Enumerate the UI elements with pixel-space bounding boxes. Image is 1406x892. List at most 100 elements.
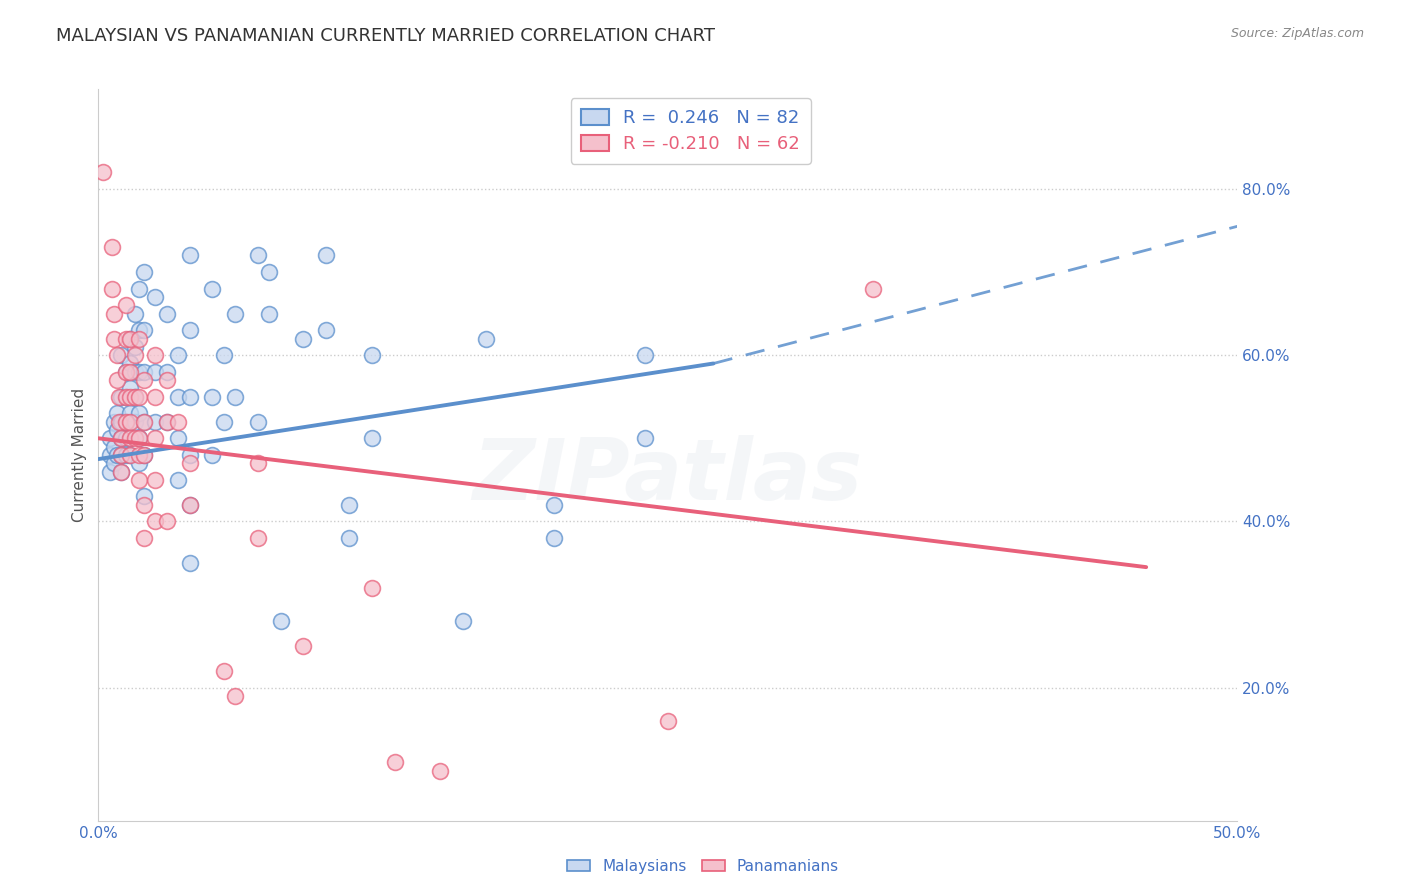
Point	[103, 415, 125, 429]
Point	[179, 390, 201, 404]
Point	[360, 431, 382, 445]
Point	[132, 498, 155, 512]
Point	[128, 390, 150, 404]
Point	[128, 323, 150, 337]
Point	[292, 639, 315, 653]
Point	[128, 282, 150, 296]
Point	[120, 365, 142, 379]
Point	[98, 465, 121, 479]
Point	[114, 431, 136, 445]
Text: MALAYSIAN VS PANAMANIAN CURRENTLY MARRIED CORRELATION CHART: MALAYSIAN VS PANAMANIAN CURRENTLY MARRIE…	[56, 27, 716, 45]
Point	[110, 431, 132, 445]
Point	[124, 390, 146, 404]
Point	[862, 282, 884, 296]
Point	[132, 373, 155, 387]
Point	[110, 348, 132, 362]
Point	[145, 390, 167, 404]
Point	[167, 390, 190, 404]
Point	[156, 307, 179, 321]
Point	[145, 431, 167, 445]
Point	[128, 431, 150, 445]
Point	[315, 323, 337, 337]
Point	[384, 756, 406, 770]
Point	[337, 531, 360, 545]
Point	[201, 448, 224, 462]
Point	[212, 664, 235, 678]
Point	[120, 406, 142, 420]
Point	[124, 340, 146, 354]
Point	[103, 307, 125, 321]
Point	[212, 348, 235, 362]
Point	[179, 498, 201, 512]
Point	[91, 165, 114, 179]
Point	[103, 456, 125, 470]
Point	[201, 390, 224, 404]
Point	[103, 332, 125, 346]
Point	[124, 431, 146, 445]
Point	[543, 531, 565, 545]
Point	[105, 406, 128, 420]
Point	[120, 415, 142, 429]
Point	[108, 415, 131, 429]
Point	[105, 448, 128, 462]
Point	[114, 332, 136, 346]
Point	[474, 332, 496, 346]
Point	[132, 531, 155, 545]
Point	[128, 406, 150, 420]
Point	[128, 473, 150, 487]
Point	[145, 365, 167, 379]
Point	[167, 431, 190, 445]
Point	[156, 415, 179, 429]
Point	[124, 390, 146, 404]
Point	[360, 581, 382, 595]
Point	[179, 556, 201, 570]
Point	[110, 465, 132, 479]
Point	[101, 282, 124, 296]
Legend: Malaysians, Panamanians: Malaysians, Panamanians	[561, 853, 845, 880]
Point	[145, 473, 167, 487]
Point	[145, 348, 167, 362]
Point	[246, 531, 269, 545]
Point	[292, 332, 315, 346]
Point	[120, 431, 142, 445]
Point	[167, 473, 190, 487]
Point	[105, 373, 128, 387]
Point	[132, 323, 155, 337]
Point	[120, 356, 142, 370]
Point	[246, 415, 269, 429]
Point	[110, 448, 132, 462]
Point	[179, 448, 201, 462]
Point	[128, 365, 150, 379]
Point	[120, 332, 142, 346]
Point	[110, 465, 132, 479]
Point	[179, 323, 201, 337]
Point	[132, 415, 155, 429]
Point	[128, 456, 150, 470]
Point	[156, 415, 179, 429]
Point	[128, 431, 150, 445]
Point	[167, 348, 190, 362]
Point	[101, 240, 124, 254]
Point	[270, 614, 292, 628]
Point	[114, 365, 136, 379]
Legend: R =  0.246   N = 82, R = -0.210   N = 62: R = 0.246 N = 82, R = -0.210 N = 62	[571, 98, 811, 163]
Point	[120, 390, 142, 404]
Point	[360, 348, 382, 362]
Point	[98, 448, 121, 462]
Point	[120, 448, 142, 462]
Point	[179, 248, 201, 262]
Point	[124, 415, 146, 429]
Point	[114, 365, 136, 379]
Point	[114, 390, 136, 404]
Point	[179, 456, 201, 470]
Point	[132, 448, 155, 462]
Point	[657, 714, 679, 728]
Point	[98, 431, 121, 445]
Point	[224, 689, 246, 703]
Point	[103, 440, 125, 454]
Text: Source: ZipAtlas.com: Source: ZipAtlas.com	[1230, 27, 1364, 40]
Point	[156, 365, 179, 379]
Point	[259, 265, 281, 279]
Point	[124, 307, 146, 321]
Point	[110, 431, 132, 445]
